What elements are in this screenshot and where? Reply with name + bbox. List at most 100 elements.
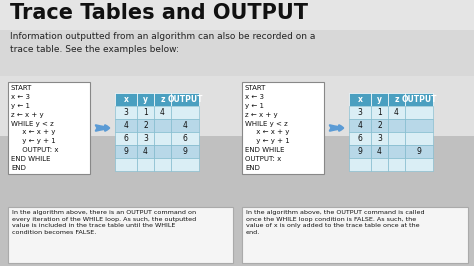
Bar bbox=[371, 106, 388, 119]
Text: z: z bbox=[160, 95, 165, 104]
Text: 2: 2 bbox=[143, 121, 148, 130]
Text: y ← y + 1: y ← y + 1 bbox=[11, 138, 56, 144]
Bar bbox=[349, 106, 371, 119]
Text: OUTPUT: OUTPUT bbox=[401, 95, 437, 104]
Text: 4: 4 bbox=[124, 121, 128, 130]
Text: 3: 3 bbox=[143, 134, 148, 143]
Bar bbox=[154, 119, 171, 132]
Text: x: x bbox=[124, 95, 128, 104]
Bar bbox=[405, 106, 433, 119]
Bar bbox=[171, 132, 199, 145]
Text: END: END bbox=[245, 165, 260, 171]
Text: 4: 4 bbox=[357, 121, 363, 130]
Bar bbox=[405, 119, 433, 132]
Text: y ← 1: y ← 1 bbox=[245, 103, 264, 109]
Text: 9: 9 bbox=[357, 147, 363, 156]
Text: x ← x + y: x ← x + y bbox=[245, 130, 289, 135]
Text: 4: 4 bbox=[160, 108, 165, 117]
Bar bbox=[8, 82, 90, 174]
Text: 4: 4 bbox=[182, 121, 187, 130]
Text: END WHILE: END WHILE bbox=[11, 156, 51, 162]
Bar bbox=[0, 136, 474, 266]
Bar bbox=[137, 93, 154, 106]
Bar bbox=[8, 207, 233, 263]
Bar bbox=[388, 145, 405, 158]
Text: OUTPUT: x: OUTPUT: x bbox=[245, 156, 281, 162]
Text: 4: 4 bbox=[394, 108, 399, 117]
Bar bbox=[115, 132, 137, 145]
Bar bbox=[405, 132, 433, 145]
Bar bbox=[0, 0, 474, 30]
Text: OUTPUT: OUTPUT bbox=[167, 95, 203, 104]
Bar bbox=[171, 106, 199, 119]
Text: 6: 6 bbox=[357, 134, 363, 143]
Text: 6: 6 bbox=[182, 134, 187, 143]
Text: 3: 3 bbox=[357, 108, 363, 117]
Bar bbox=[171, 119, 199, 132]
Bar bbox=[349, 93, 371, 106]
Text: y ← y + 1: y ← y + 1 bbox=[245, 138, 290, 144]
Bar bbox=[115, 93, 137, 106]
Bar bbox=[405, 93, 433, 106]
Text: 6: 6 bbox=[124, 134, 128, 143]
Text: In the algorithm above, the OUTPUT command is called
once the WHILE loop conditi: In the algorithm above, the OUTPUT comma… bbox=[246, 210, 425, 235]
Bar bbox=[137, 132, 154, 145]
Text: 4: 4 bbox=[377, 147, 382, 156]
Bar bbox=[115, 106, 137, 119]
Text: z: z bbox=[394, 95, 399, 104]
Bar bbox=[371, 93, 388, 106]
Text: x ← 3: x ← 3 bbox=[245, 94, 264, 100]
Bar bbox=[371, 145, 388, 158]
Bar bbox=[115, 119, 137, 132]
Bar bbox=[137, 158, 154, 171]
Bar bbox=[349, 119, 371, 132]
Bar bbox=[137, 119, 154, 132]
Text: y ← 1: y ← 1 bbox=[11, 103, 30, 109]
Bar bbox=[154, 158, 171, 171]
Text: WHILE y < z: WHILE y < z bbox=[245, 120, 288, 127]
Bar bbox=[171, 145, 199, 158]
Text: x ← 3: x ← 3 bbox=[11, 94, 30, 100]
Text: 9: 9 bbox=[182, 147, 187, 156]
Bar bbox=[154, 145, 171, 158]
Bar bbox=[388, 119, 405, 132]
Text: 9: 9 bbox=[124, 147, 128, 156]
Text: WHILE y < z: WHILE y < z bbox=[11, 120, 54, 127]
Bar bbox=[154, 93, 171, 106]
Bar bbox=[171, 158, 199, 171]
Bar bbox=[388, 93, 405, 106]
Text: START: START bbox=[11, 85, 32, 91]
Bar bbox=[0, 0, 474, 136]
Text: OUTPUT: x: OUTPUT: x bbox=[11, 147, 58, 153]
Bar bbox=[115, 158, 137, 171]
Bar bbox=[388, 158, 405, 171]
Text: 1: 1 bbox=[377, 108, 382, 117]
Text: END WHILE: END WHILE bbox=[245, 147, 284, 153]
Text: 3: 3 bbox=[124, 108, 128, 117]
Text: x: x bbox=[357, 95, 363, 104]
Text: START: START bbox=[245, 85, 266, 91]
Bar bbox=[242, 207, 468, 263]
Text: In the algorithm above, there is an OUTPUT command on
every iteration of the WHI: In the algorithm above, there is an OUTP… bbox=[12, 210, 196, 235]
Text: 1: 1 bbox=[143, 108, 148, 117]
Bar bbox=[388, 106, 405, 119]
Text: z ← x + y: z ← x + y bbox=[11, 112, 44, 118]
Text: END: END bbox=[11, 165, 26, 171]
Bar bbox=[137, 106, 154, 119]
Bar bbox=[115, 145, 137, 158]
Bar bbox=[371, 132, 388, 145]
Bar bbox=[371, 119, 388, 132]
Bar bbox=[349, 132, 371, 145]
Text: 9: 9 bbox=[417, 147, 421, 156]
Text: x ← x + y: x ← x + y bbox=[11, 130, 55, 135]
Bar bbox=[154, 132, 171, 145]
Bar bbox=[242, 82, 324, 174]
Bar bbox=[405, 145, 433, 158]
Text: Trace Tables and OUTPUT: Trace Tables and OUTPUT bbox=[10, 3, 308, 23]
Text: y: y bbox=[143, 95, 148, 104]
Bar bbox=[349, 158, 371, 171]
Bar bbox=[171, 93, 199, 106]
Bar bbox=[137, 145, 154, 158]
Text: Information outputted from an algorithm can also be recorded on a
trace table. S: Information outputted from an algorithm … bbox=[10, 32, 315, 53]
Bar bbox=[154, 106, 171, 119]
